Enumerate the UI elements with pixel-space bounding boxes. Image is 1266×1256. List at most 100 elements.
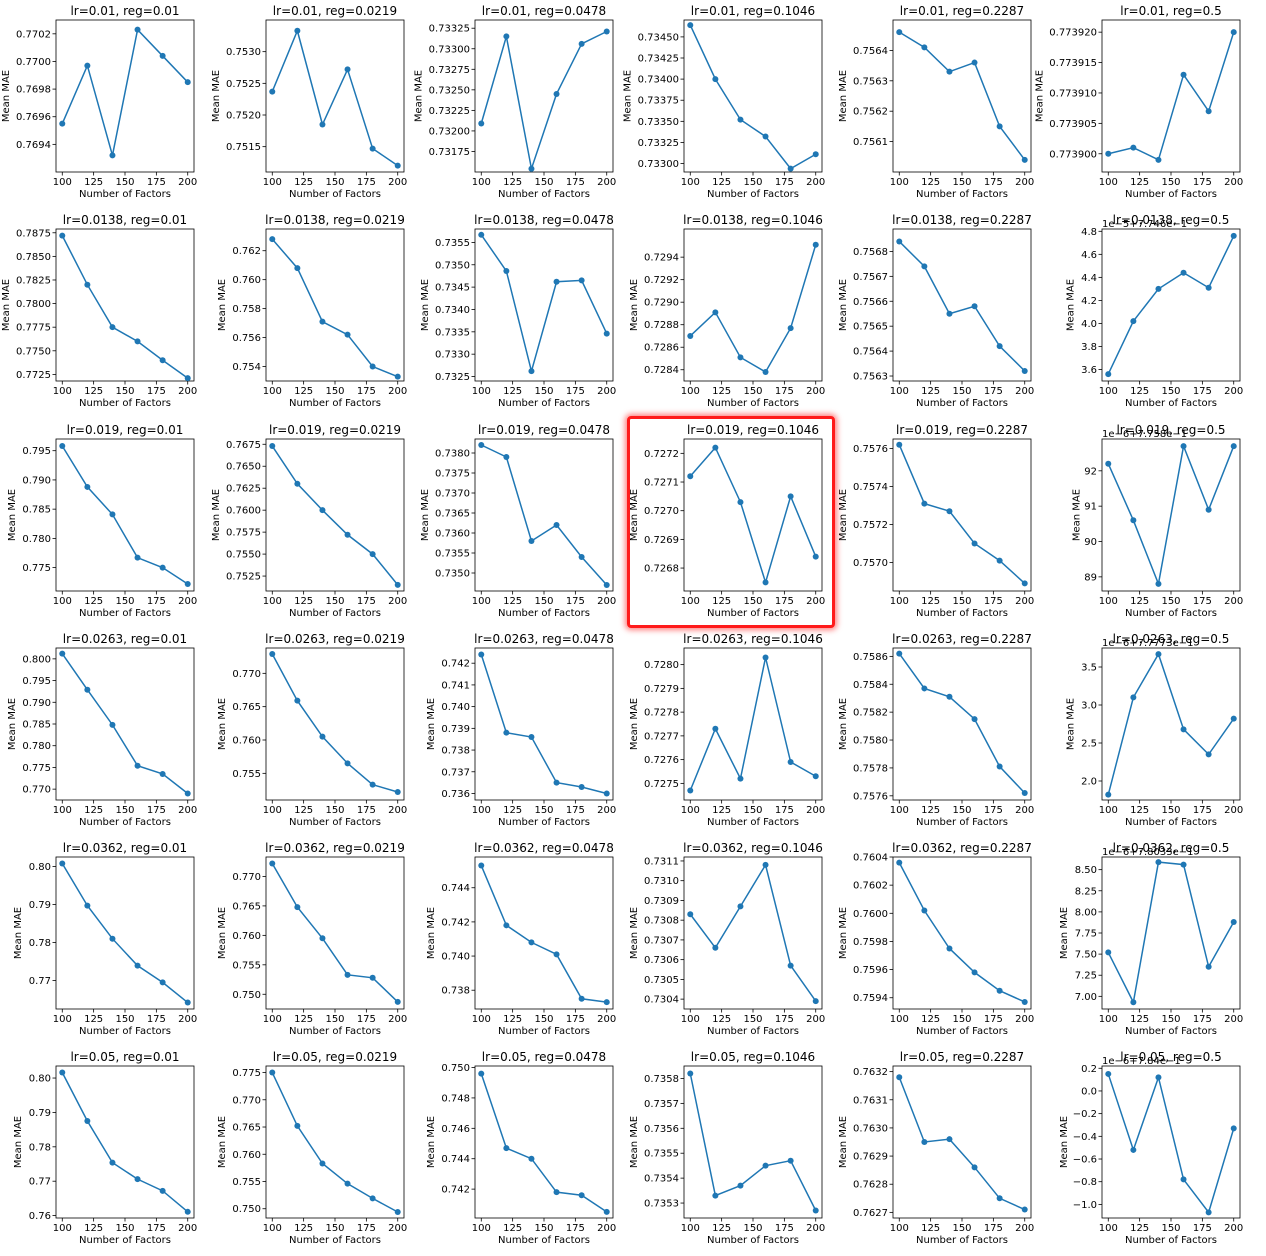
plot-frame [683,438,823,592]
subplot-svg: lr=0.0362, reg=0.2287 100 125 150 175 200 0.75… [838,841,1034,1037]
x-tick-label: 100 [681,177,700,188]
x-tick-label: 200 [806,1014,825,1025]
data-point [1021,580,1028,587]
series-line [689,446,817,585]
y-axis-label: Mean MAE [838,70,849,122]
series-line [480,865,607,1003]
data-point [294,480,301,487]
x-tick-label: 125 [84,386,103,397]
subplot-svg: lr=0.01, reg=0.2287 100 125 150 175 200 0.7561… [838,4,1034,200]
data-point [1180,861,1187,868]
x-tick-label: 150 [1161,386,1180,397]
data-point [184,375,191,382]
series-line [898,240,1026,372]
subplot-title: lr=0.01, reg=0.1046 [691,4,815,18]
data-point [921,500,928,507]
x-tick-label: 175 [984,805,1003,816]
x-tick-label: 200 [178,805,197,816]
subplot-svg: lr=0.0362, reg=0.1046 100 125 150 175 200 0.73… [629,841,825,1037]
y-tick-label: 8.25 [1075,886,1097,897]
x-tick-label: 200 [597,596,616,607]
x-tick-label: 200 [1224,596,1243,607]
data-point [528,368,535,375]
data-point [971,1164,978,1171]
subplot-svg: lr=0.019, reg=0.01 100 125 150 175 200 0.775 0.… [7,423,197,619]
data-point [578,783,585,790]
x-tick-label: 200 [1015,805,1034,816]
subplot-title: lr=0.019, reg=0.2287 [896,423,1028,437]
data-point [687,1070,694,1077]
series-line [271,238,399,378]
series-line [1107,443,1235,587]
data-point [319,1160,326,1167]
y-tick-label: −0.8 [1073,1177,1097,1188]
subplot-31: lr=0.05, reg=0.01 100 125 150 175 200 0.76 0.77… [0,1046,210,1255]
x-tick-label: 100 [1099,1014,1118,1025]
data-point [134,338,141,345]
data-point [1105,150,1112,157]
data-point [369,1195,376,1202]
x-tick-label: 125 [503,1223,522,1234]
y-tick-label: 0.7570 [853,558,888,569]
x-tick-label: 150 [952,805,971,816]
x-tick-label: 200 [597,386,616,397]
y-tick-label: 0.7698 [16,85,51,96]
subplot-title: lr=0.0362, reg=0.01 [63,841,187,855]
y-tick-label: 0.738 [441,986,470,997]
x-tick-label: 175 [775,386,794,397]
subplot-27: lr=0.0362, reg=0.0478 100 125 150 175 200 0.73… [419,837,629,1046]
x-axis-label: Number of Factors [289,398,381,409]
data-point [394,1209,401,1216]
x-axis-label: Number of Factors [1125,398,1217,409]
y-tick-label: 0.0 [1081,1086,1097,1097]
data-point [687,22,694,29]
x-tick-label: 200 [388,596,407,607]
data-point [394,998,401,1005]
subplot-title: lr=0.05, reg=0.0478 [482,1050,606,1064]
data-point [603,330,610,337]
subplot-title: lr=0.019, reg=0.01 [67,423,184,437]
data-point [269,236,276,243]
data-point [712,76,719,83]
x-tick-label: 200 [178,386,197,397]
x-tick-label: 100 [472,1014,491,1025]
y-tick-label: 0.739 [441,724,470,735]
subplot-2: lr=0.01, reg=0.0219 100 125 150 175 200 0.7515… [210,0,420,209]
data-point [1155,285,1162,292]
y-tick-label: 0.7600 [226,506,261,517]
y-tick-label: 0.7280 [644,660,679,671]
x-tick-label: 175 [1193,177,1212,188]
y-tick-label: 0.7564 [853,46,888,57]
data-point [1230,715,1237,722]
subplot-title: lr=0.0362, reg=0.2287 [892,841,1032,855]
x-tick-label: 100 [890,177,909,188]
series-line [1107,652,1235,795]
y-tick-label: 0.7268 [644,564,679,575]
data-point [921,263,928,270]
y-tick-label: 0.755 [232,1177,261,1188]
x-tick-label: 150 [325,596,344,607]
data-point [294,265,301,272]
x-tick-label: 175 [1193,386,1212,397]
data-point [84,686,91,693]
data-point [1230,232,1237,239]
subplot-title: lr=0.0138, reg=0.01 [63,213,187,227]
x-tick-label: 100 [263,386,282,397]
x-tick-label: 150 [743,805,762,816]
x-tick-label: 150 [1161,177,1180,188]
subplot-15: lr=0.019, reg=0.0478 100 125 150 175 200 0.735… [419,419,629,628]
data-point [59,232,66,239]
data-point [1205,284,1212,291]
data-point [1105,1070,1112,1077]
x-tick-label: 175 [566,1014,585,1025]
subplot-11: lr=0.0138, reg=0.2287 100 125 150 175 200 0.75… [837,209,1047,418]
subplot-title: lr=0.0263, reg=0.0478 [474,632,614,646]
plot-frame [683,228,823,382]
y-axis-label: Mean MAE [217,1116,228,1168]
subplot-20: lr=0.0263, reg=0.0219 100 125 150 175 200 0.75… [210,628,420,837]
data-point [134,554,141,561]
series-line [898,31,1026,161]
y-tick-label: 0.73400 [638,75,679,86]
data-point [369,974,376,981]
subplot-25: lr=0.0362, reg=0.01 100 125 150 175 200 0.77 0.… [0,837,210,1046]
